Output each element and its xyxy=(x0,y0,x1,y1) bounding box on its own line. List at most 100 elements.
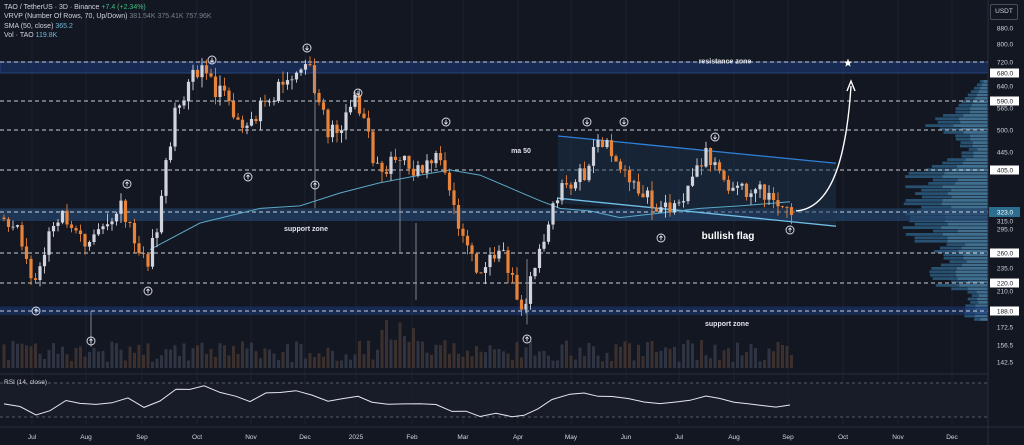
candle-body xyxy=(407,155,411,169)
volume-bar xyxy=(533,355,537,368)
profile-row-up xyxy=(958,117,988,121)
volume-bar xyxy=(340,360,343,368)
profile-row-up xyxy=(965,243,988,246)
candle-body xyxy=(744,183,749,197)
profile-row xyxy=(905,185,988,189)
price-tick-label: 260.0 xyxy=(997,250,1014,257)
volume-bar xyxy=(2,344,6,368)
candle-body xyxy=(474,253,479,273)
profile-row xyxy=(970,90,988,93)
volume-bar xyxy=(218,343,222,368)
profile-row-up xyxy=(978,90,988,93)
price-zones xyxy=(0,61,989,316)
price-tick-label: 680.0 xyxy=(997,70,1014,77)
profile-row-up xyxy=(947,236,988,240)
volume-bar xyxy=(605,352,609,368)
volume-bar xyxy=(587,342,591,368)
legend-vol-row[interactable]: Vol · TAO 119.8K xyxy=(4,31,212,40)
price-tick-label: 315.0 xyxy=(997,218,1014,225)
candle-body xyxy=(38,266,42,280)
arrow-up-icon xyxy=(522,334,532,344)
profile-row xyxy=(973,318,988,321)
volume-bar xyxy=(520,357,523,368)
candle-body xyxy=(573,182,578,189)
candle-body xyxy=(452,190,456,206)
candle-body xyxy=(717,162,722,171)
candle-body xyxy=(506,250,510,273)
candle-body xyxy=(483,267,488,273)
marker-ring xyxy=(122,179,132,189)
price-tick-label: 210.0 xyxy=(997,288,1014,295)
profile-row xyxy=(976,83,988,87)
volume-bar xyxy=(511,359,514,368)
volume-bar xyxy=(565,340,568,368)
volume-bar xyxy=(110,341,114,368)
volume-bar xyxy=(169,349,172,368)
marker-arrow xyxy=(125,181,129,187)
profile-row xyxy=(921,205,988,209)
volume-bar xyxy=(709,358,712,368)
profile-row-up xyxy=(955,270,988,274)
profile-row-up xyxy=(955,182,988,185)
candle-body xyxy=(357,94,362,114)
time-axis[interactable]: Jul Aug Sep Oct Nov Dec 2025 Feb Mar Apr May Jun Jul… xyxy=(0,426,1024,441)
symbol-title[interactable]: TAO / TetherUS · 3D · Binance xyxy=(4,4,100,11)
volume-bar xyxy=(313,357,316,368)
flag-lower-trendline xyxy=(557,197,837,227)
profile-row xyxy=(943,256,988,260)
profile-row-up xyxy=(967,287,988,291)
candle-body xyxy=(366,117,371,132)
candle-body xyxy=(546,224,551,242)
volume-bar xyxy=(61,346,64,368)
volume-bar xyxy=(637,344,640,368)
profile-row-up xyxy=(958,250,988,253)
volume-profile xyxy=(902,80,988,321)
candle-body xyxy=(173,107,177,147)
legend-vrvp-row[interactable]: VRVP (Number Of Rows, 70, Up/Down) 381.5… xyxy=(4,12,212,21)
volume-bar xyxy=(551,360,555,368)
volume-bar xyxy=(362,354,366,368)
volume-bar xyxy=(610,361,613,368)
volume-bar xyxy=(515,341,519,368)
candle-body xyxy=(627,170,632,183)
candlesticks[interactable] xyxy=(2,56,794,347)
candle-body xyxy=(11,226,15,228)
volume-bar xyxy=(767,348,771,368)
candle-body xyxy=(510,272,515,275)
arrow-down-icon xyxy=(582,117,592,127)
support-zone-lower-label: support zone xyxy=(705,321,749,328)
profile-row-up xyxy=(957,178,988,182)
volume-bar xyxy=(628,343,631,368)
volume-bar xyxy=(367,340,370,368)
volume-bar xyxy=(38,353,42,368)
profile-row xyxy=(951,280,988,284)
candle-body xyxy=(119,200,123,214)
volume-bar xyxy=(29,346,33,368)
profile-row-up xyxy=(973,151,988,155)
profile-row xyxy=(940,263,988,267)
volume-bar xyxy=(164,349,168,368)
volume-bar xyxy=(578,347,582,368)
price-tick-label: 405.0 xyxy=(997,167,1014,174)
marker-ring xyxy=(656,233,666,243)
profile-row-up xyxy=(947,239,988,243)
profile-row xyxy=(951,287,988,291)
volume-bar xyxy=(493,349,496,368)
candle-body xyxy=(254,118,258,122)
profile-row-up xyxy=(941,202,988,206)
candle-body xyxy=(632,181,636,183)
candle-body xyxy=(614,156,618,162)
legend-sma-row[interactable]: SMA (50, close) 365.2 xyxy=(4,22,212,31)
currency-unit-button[interactable]: USDT xyxy=(990,4,1018,20)
candle-body xyxy=(218,85,222,98)
volume-bar xyxy=(83,356,87,368)
legend-title-row[interactable]: TAO / TetherUS · 3D · Binance +7.4 (+2.3… xyxy=(4,3,212,12)
volume-bar xyxy=(196,345,199,368)
profile-row xyxy=(937,120,988,124)
rsi-band xyxy=(0,383,988,417)
volume-bar xyxy=(682,344,685,368)
candle-body xyxy=(182,101,186,106)
time-tick-label: Jul xyxy=(28,434,37,441)
